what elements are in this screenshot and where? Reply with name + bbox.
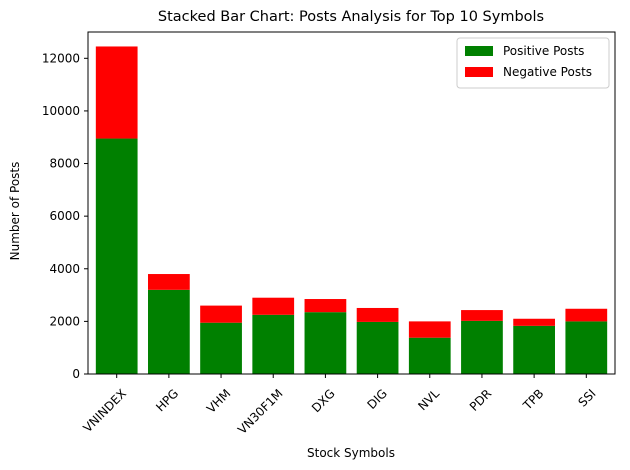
bar-positive-vhm: [200, 322, 242, 374]
bar-positive-hpg: [148, 289, 190, 374]
y-tick-label: 4000: [49, 262, 80, 276]
y-tick-label: 10000: [42, 104, 80, 118]
legend-label-negative: Negative Posts: [503, 65, 592, 79]
plot-area-frame: [87, 31, 616, 375]
bar-positive-ssi: [565, 321, 608, 374]
x-tick-label: DIG: [364, 386, 390, 412]
bar-positive-dig: [356, 321, 399, 374]
x-tick-label: SSI: [575, 386, 598, 409]
bar-negative-vhm: [200, 305, 242, 323]
y-tick-label: 2000: [49, 314, 80, 328]
y-axis-ticks: 0 2000 4000 6000 8000 10000 12000: [42, 51, 88, 381]
bar-positive-vnindex: [95, 138, 138, 374]
bar-negative-nvl: [408, 321, 451, 338]
y-tick-label: 12000: [42, 51, 80, 65]
bar-negative-vn30f1m: [252, 297, 295, 315]
x-tick-label: VHM: [204, 386, 233, 415]
x-tick-label: NVL: [415, 386, 442, 413]
legend-box: [456, 37, 610, 89]
bar-negative-hpg: [148, 274, 190, 290]
y-tick-label: 6000: [49, 209, 80, 223]
bar-positive-vn30f1m: [252, 314, 295, 374]
x-tick-label: HPG: [153, 386, 181, 414]
bar-positive-pdr: [461, 320, 503, 374]
x-axis-ticks: VNINDEX HPG VHM VN30F1M DXG DIG NVL PDR TPB SSI: [80, 374, 599, 437]
legend-swatch-negative: [465, 67, 493, 77]
x-tick-label: VN30F1M: [235, 386, 285, 436]
x-tick-label: PDR: [467, 386, 494, 413]
bar-negative-dig: [356, 307, 399, 322]
bar-positive-nvl: [408, 337, 451, 374]
bar-negative-pdr: [461, 310, 503, 321]
y-axis-label: Number of Posts: [8, 162, 22, 261]
x-tick-label: DXG: [309, 386, 338, 415]
legend-label-positive: Positive Posts: [503, 44, 584, 58]
y-tick-label: 8000: [49, 157, 80, 171]
x-tick-label: VNINDEX: [80, 386, 129, 435]
chart-title: Stacked Bar Chart: Posts Analysis for To…: [158, 9, 544, 25]
bar-positive-tpb: [513, 325, 555, 374]
bar-positive-dxg: [304, 312, 347, 374]
y-tick-label: 0: [72, 367, 80, 381]
bar-negative-dxg: [304, 299, 347, 313]
bar-negative-tpb: [513, 318, 555, 326]
x-tick-label: TPB: [520, 386, 547, 413]
legend: Positive Posts Negative Posts: [456, 37, 610, 89]
bar-negative-vnindex: [95, 46, 138, 139]
bar-negative-ssi: [565, 308, 608, 322]
x-axis-label: Stock Symbols: [307, 446, 395, 460]
bars-group: [95, 46, 608, 374]
legend-swatch-positive: [465, 46, 493, 56]
